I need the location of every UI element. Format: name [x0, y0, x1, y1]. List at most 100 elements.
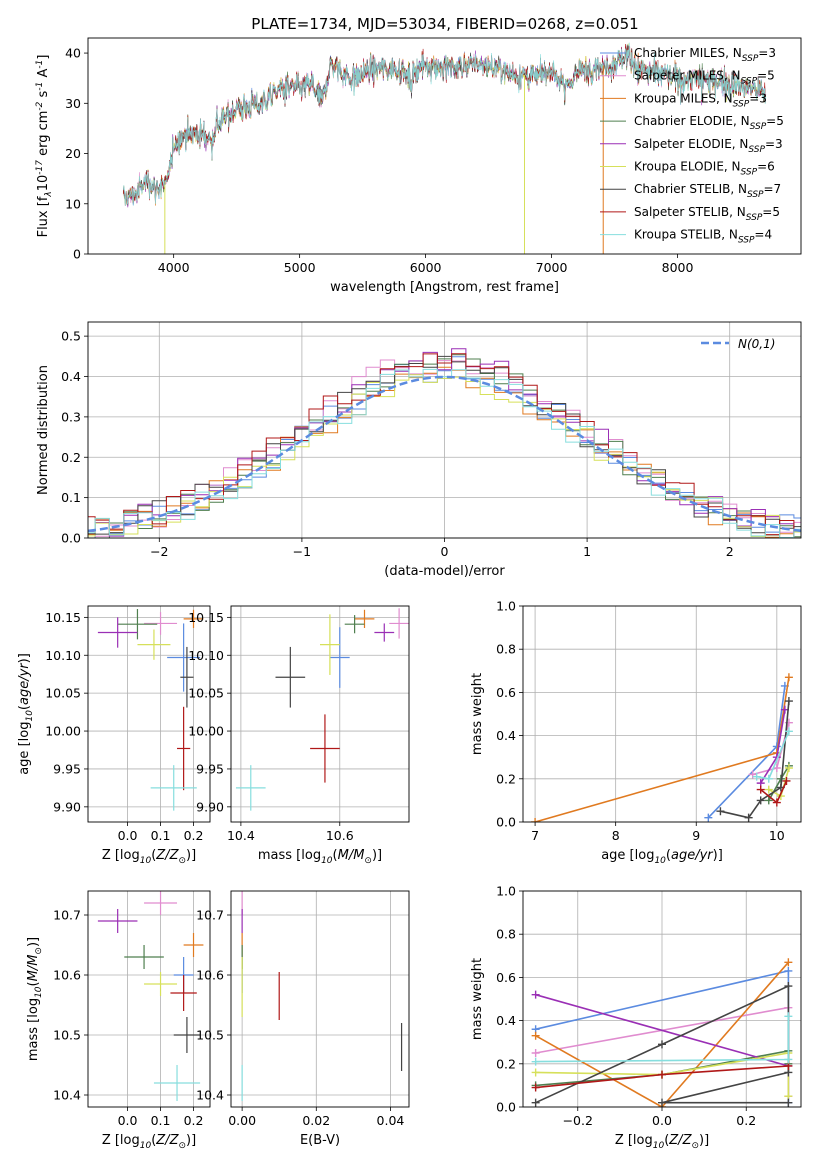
plot-area-spectrum: [122, 42, 767, 254]
label-part: SSP: [750, 122, 767, 132]
weight-marker: [531, 1098, 540, 1107]
weight-marker: [772, 798, 781, 807]
y-tick-label: 9.95: [53, 761, 81, 776]
weight-marker: [748, 770, 757, 779]
plot-area-weight_vs_age: [531, 673, 793, 822]
label-part: Salpeter ELODIE, N: [634, 137, 748, 151]
y-tick-label: 10.05: [45, 686, 81, 701]
weight-marker: [784, 958, 793, 967]
plot-area-residuals: [88, 348, 801, 538]
axes-frame: [230, 890, 410, 1108]
x-tick-label: −1: [293, 544, 311, 559]
weight-marker: [756, 796, 765, 805]
y-tick-label: 10.4: [53, 1088, 81, 1103]
label-part: Kroupa ELODIE, N: [634, 160, 741, 174]
label-part: Z [log: [102, 1133, 140, 1148]
x-tick-label: 10.6: [326, 828, 354, 843]
axes-mass_vs_z: 0.0 0.1 0.210.410.510.610.7Z [log10(Z/Z⊙)]…: [26, 890, 211, 1151]
x-tick-label: 8: [612, 828, 620, 843]
label-part: =3: [765, 137, 783, 151]
y-tick-label: 10.5: [196, 1028, 224, 1043]
label-part: 10: [25, 710, 35, 722]
label-part: =5: [762, 205, 780, 219]
axes-frame: [230, 605, 410, 823]
weight-marker: [658, 1098, 666, 1107]
axes-age_vs_z: 0.0 0.1 0.2 9.90 9.95 10.00 10.05 10.10 10.15 Z […: [17, 605, 211, 866]
y-tick-label: 0.3: [61, 409, 81, 424]
y-tick-label: 1.0: [496, 599, 516, 614]
legend-label: N(0,1): [738, 337, 775, 351]
x-tick-label: 0.1: [151, 828, 171, 843]
y-tick-label: 1.0: [496, 884, 516, 899]
label-part: Kroupa MILES, N: [634, 91, 733, 105]
y-tick-label: 40: [65, 46, 81, 61]
label-part: =6: [757, 160, 775, 174]
x-tick-label: 0.2: [184, 1113, 204, 1128]
axes-mass_vs_ebv: 0.00 0.02 0.04 10.4 10.5 10.6 10.7 E(B-V): [196, 890, 410, 1148]
x-tick-label: 0.02: [302, 1113, 330, 1128]
y-tick-label: 10: [65, 196, 81, 211]
label-part: SSP: [738, 236, 755, 246]
x-axis-label: (data-model)/error: [384, 564, 505, 579]
label-part: 10: [653, 1141, 665, 1151]
label-part: -1: [35, 60, 45, 69]
weight-marker: [704, 813, 713, 822]
y-axis-label: Normed distribution: [36, 365, 51, 495]
y-tick-label: 10.05: [188, 686, 224, 701]
weight-marker: [756, 785, 765, 794]
axes-residuals: −2 −1 0 1 2 0.0 0.1 0.2 0.3 0.4 0.5 (data-model)/er…: [36, 321, 802, 579]
label-part: ]: [36, 55, 51, 60]
plot-area-age_vs_mass: [235, 608, 409, 811]
label-part: Z/Z: [155, 1133, 179, 1148]
label-part: -17: [35, 160, 45, 175]
weight-marker: [531, 1083, 540, 1092]
weight-marker: [784, 982, 793, 991]
label-part: 10: [654, 856, 666, 866]
y-tick-label: 10.10: [45, 648, 81, 663]
legend-label: Kroupa MILES, NSSP=3: [634, 91, 767, 109]
y-tick-label: 0.2: [496, 771, 516, 786]
label-part: SSP: [741, 168, 758, 178]
x-tick-label: 7: [531, 828, 539, 843]
label-part: (: [151, 1133, 156, 1148]
weight-marker: [744, 813, 753, 822]
axes-frame: [87, 37, 802, 255]
y-tick-label: 0.4: [496, 1013, 516, 1028]
label-part: ⊙: [691, 1141, 699, 1151]
label-part: N: [738, 337, 747, 351]
label-part: ⊙: [364, 856, 372, 866]
y-tick-label: 0.0: [496, 1100, 516, 1115]
weight-marker: [784, 966, 793, 975]
x-tick-label: 0.00: [228, 1113, 256, 1128]
label-part: Chabrier ELODIE, N: [634, 114, 750, 128]
y-tick-label: 9.95: [196, 761, 224, 776]
weight-line: [534, 677, 790, 822]
x-axis-label: Z [log10(Z/Z⊙)]: [102, 848, 196, 866]
y-tick-label: 20: [65, 146, 81, 161]
legend-label: Salpeter STELIB, NSSP=5: [634, 205, 780, 223]
label-part: 10: [321, 856, 333, 866]
y-tick-label: 10.10: [188, 648, 224, 663]
weight-marker: [752, 772, 761, 781]
y-tick-label: 0.6: [496, 970, 516, 985]
x-axis-label: Z [log10(Z/Z⊙)]: [615, 1133, 709, 1151]
weight-marker: [782, 776, 791, 785]
x-axis-label: mass [log10(M/M⊙)]: [258, 848, 382, 866]
label-part: )]: [17, 653, 32, 663]
y-tick-label: 10.4: [196, 1088, 224, 1103]
y-tick-label: 10.7: [196, 908, 224, 923]
label-part: Z/Z: [668, 1133, 692, 1148]
y-tick-label: 9.90: [53, 799, 81, 814]
weight-marker: [531, 818, 540, 822]
x-tick-label: 8000: [662, 260, 694, 275]
y-tick-label: 10.6: [53, 968, 81, 983]
y-tick-label: 30: [65, 96, 81, 111]
label-part: Z [log: [102, 848, 140, 863]
y-axis-label: mass weight: [470, 958, 485, 1040]
legend-label: Kroupa ELODIE, NSSP=6: [634, 160, 775, 178]
weight-marker: [531, 990, 540, 999]
label-part: age/yr: [17, 662, 32, 705]
y-tick-label: 10.15: [188, 610, 224, 625]
